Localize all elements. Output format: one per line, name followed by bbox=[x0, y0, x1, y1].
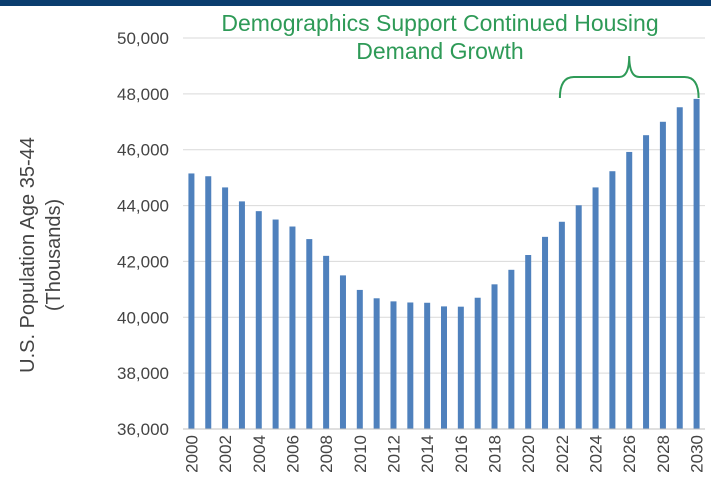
x-tick-label: 2024 bbox=[587, 435, 606, 473]
bar-2030 bbox=[693, 98, 700, 430]
x-tick-label: 2014 bbox=[418, 435, 437, 473]
bar-2028 bbox=[659, 121, 666, 430]
bar-2025 bbox=[609, 171, 616, 429]
y-tick-label: 48,000 bbox=[117, 85, 169, 104]
x-tick-label: 2020 bbox=[519, 435, 538, 473]
x-tick-label: 2002 bbox=[216, 435, 235, 473]
bar-2027 bbox=[643, 135, 650, 430]
y-tick-label: 36,000 bbox=[117, 420, 169, 439]
bar-2004 bbox=[255, 211, 262, 429]
x-tick-label: 2006 bbox=[283, 435, 302, 473]
bar-2016 bbox=[457, 306, 464, 429]
y-tick-label: 50,000 bbox=[117, 29, 169, 48]
x-tick-label: 2028 bbox=[654, 435, 673, 473]
header-bar bbox=[0, 0, 711, 6]
bar-2005 bbox=[272, 219, 279, 429]
bar-2000 bbox=[188, 173, 195, 429]
bar-2012 bbox=[390, 301, 397, 429]
bar-2002 bbox=[222, 187, 229, 429]
bar-2026 bbox=[626, 151, 633, 429]
bar-2018 bbox=[491, 284, 498, 429]
y-tick-label: 46,000 bbox=[117, 141, 169, 160]
x-tick-label: 2012 bbox=[384, 435, 403, 473]
x-tick-label: 2000 bbox=[182, 435, 201, 473]
annotation-line-2: Demand Growth bbox=[356, 38, 524, 64]
bar-2017 bbox=[474, 297, 481, 429]
x-tick-label: 2018 bbox=[486, 435, 505, 473]
y-tick-label: 40,000 bbox=[117, 308, 169, 327]
bar-2009 bbox=[339, 275, 346, 429]
x-tick-label: 2026 bbox=[620, 435, 639, 473]
x-tick-label: 2010 bbox=[351, 435, 370, 473]
bar-2024 bbox=[592, 187, 599, 429]
bar-2013 bbox=[407, 302, 414, 429]
bar-2019 bbox=[508, 269, 515, 429]
gridlines bbox=[183, 37, 705, 374]
bar-2020 bbox=[525, 255, 532, 429]
chart-annotation: Demographics Support Continued Housing D… bbox=[160, 9, 711, 65]
y-tick-label: 42,000 bbox=[117, 252, 169, 271]
annotation-line-1: Demographics Support Continued Housing bbox=[221, 10, 659, 36]
bracket-path bbox=[558, 55, 700, 99]
y-tick-label: 44,000 bbox=[117, 197, 169, 216]
bar-2011 bbox=[373, 298, 380, 429]
bars bbox=[188, 98, 700, 430]
x-tick-label: 2030 bbox=[688, 435, 707, 473]
bar-2008 bbox=[323, 255, 330, 429]
bar-2014 bbox=[424, 302, 431, 429]
x-tick-labels: 2000 2002 2004 2006 2008 2010 2012 2014 2016 2018… bbox=[182, 435, 706, 473]
bar-2029 bbox=[676, 107, 683, 430]
bar-2022 bbox=[558, 221, 565, 429]
bar-2010 bbox=[356, 289, 363, 429]
bracket-2022-2030 bbox=[558, 55, 700, 99]
bar-2003 bbox=[238, 201, 245, 429]
bar-2021 bbox=[542, 236, 549, 429]
x-tick-label: 2022 bbox=[553, 435, 572, 473]
bar-2001 bbox=[205, 176, 212, 429]
bar-2006 bbox=[289, 226, 296, 429]
bar-2023 bbox=[575, 205, 582, 429]
x-tick-label: 2008 bbox=[317, 435, 336, 473]
x-tick-label: 2016 bbox=[452, 435, 471, 473]
x-tick-label: 2004 bbox=[250, 435, 269, 473]
bar-2015 bbox=[441, 306, 447, 429]
y-tick-label: 38,000 bbox=[117, 364, 169, 383]
y-tick-labels: 36,000 38,000 40,000 42,000 44,000 46,000 48,0… bbox=[117, 29, 169, 439]
bar-2007 bbox=[306, 239, 313, 429]
